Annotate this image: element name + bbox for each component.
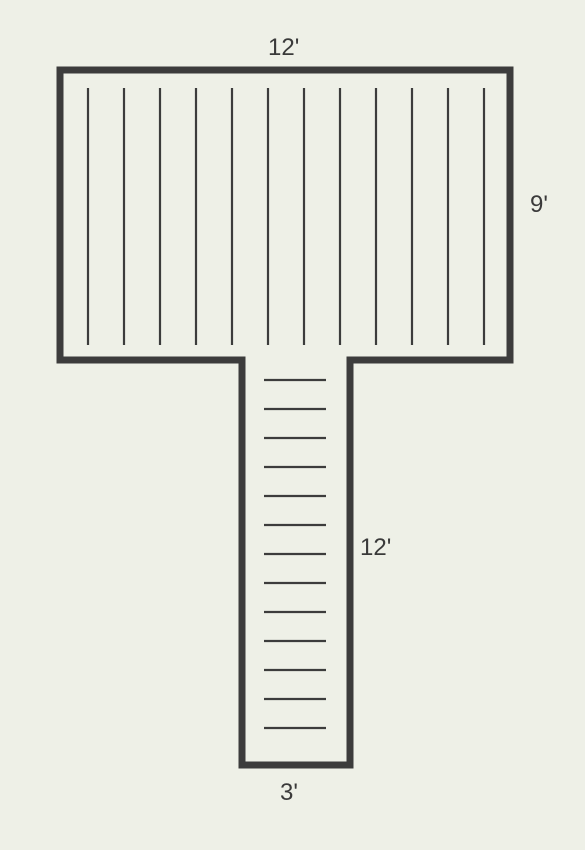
t-shape-outline: [60, 70, 510, 765]
top-decking-lines: [88, 88, 484, 345]
dimension-stem-right: 12': [360, 534, 391, 561]
dimension-right: 9': [530, 191, 548, 218]
dimension-top: 12': [268, 34, 299, 61]
stem-rung-lines: [264, 380, 326, 728]
dimension-bottom: 3': [280, 779, 298, 806]
